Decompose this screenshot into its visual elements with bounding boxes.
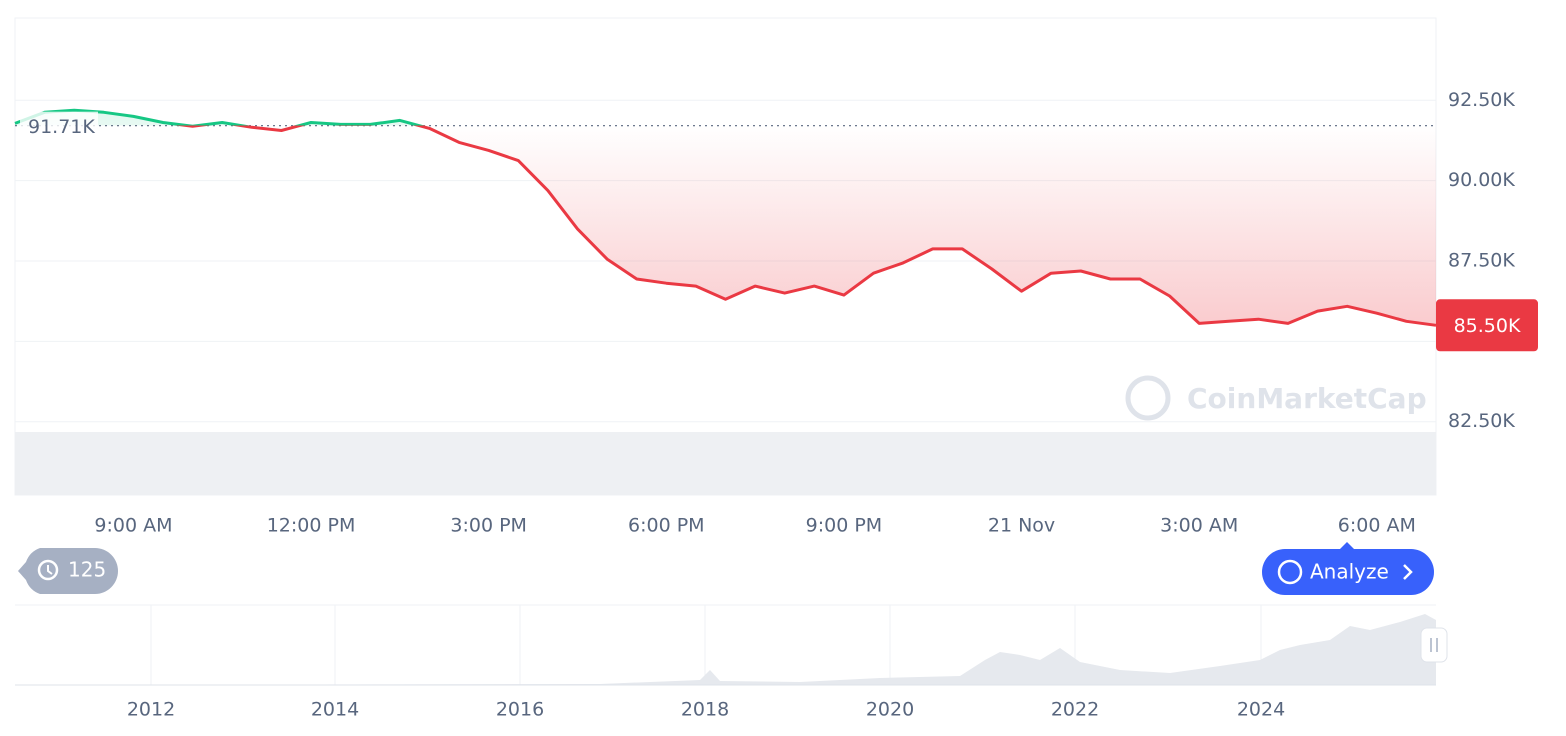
y-tick-label: 92.50K [1448, 89, 1515, 111]
x-tick-label: 3:00 PM [450, 515, 527, 537]
y-tick-label: 82.50K [1448, 410, 1515, 432]
watermark: CoinMarketCap [1125, 375, 1427, 421]
analyze-label: Analyze [1310, 560, 1389, 584]
x-tick-label: 3:00 AM [1160, 515, 1238, 537]
y-tick-label: 90.00K [1448, 169, 1515, 191]
price-line [14, 108, 1437, 327]
navigator-year: 2022 [1051, 699, 1099, 721]
x-tick-label: 12:00 PM [267, 515, 356, 537]
x-tick-label: 9:00 AM [94, 515, 172, 537]
navigator-year: 2016 [496, 699, 544, 721]
navigator-year: 2018 [681, 699, 729, 721]
history-badge[interactable]: 125 [18, 548, 118, 594]
x-tick-label: 9:00 PM [806, 515, 883, 537]
watermark-text: CoinMarketCap [1187, 382, 1427, 415]
y-tick-label: 87.50K [1448, 250, 1515, 272]
navigator-year: 2014 [311, 699, 359, 721]
navigator: 2012 2014 2016 2018 2020 2022 2024 [15, 604, 1448, 721]
last-price-label: 85.50K [1454, 315, 1521, 337]
volume-band [15, 432, 1436, 495]
navigator-year: 2024 [1237, 699, 1285, 721]
navigator-year: 2012 [127, 699, 175, 721]
analyze-button[interactable]: Analyze [1262, 542, 1434, 595]
x-tick-label: 21 Nov [988, 515, 1055, 537]
last-price-badge [1436, 299, 1538, 352]
baseline-label: 91.71K [28, 116, 95, 138]
x-tick-label: 6:00 PM [628, 515, 705, 537]
history-count: 125 [68, 558, 106, 582]
baseline-label-bg [20, 111, 98, 138]
price-area [15, 110, 1436, 326]
navigator-year: 2020 [866, 699, 914, 721]
x-tick-label: 6:00 AM [1338, 515, 1416, 537]
